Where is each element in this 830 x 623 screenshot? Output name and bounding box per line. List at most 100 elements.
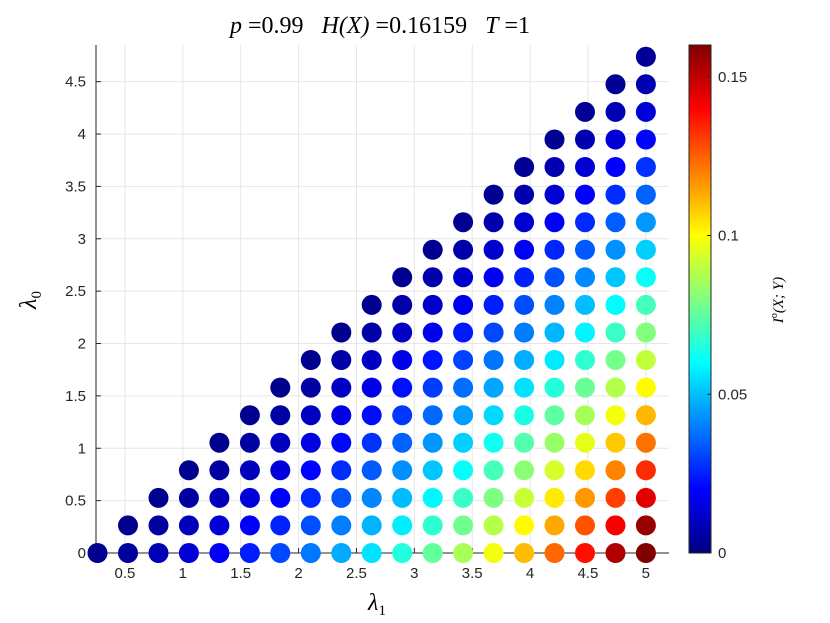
data-point xyxy=(544,405,565,426)
colorbar-label: Io(X; Y) xyxy=(769,277,787,324)
chart-title: p =0.99 H(X) =0.16159 T =1 xyxy=(228,13,530,39)
data-point xyxy=(331,377,352,398)
data-point xyxy=(422,487,443,508)
data-point xyxy=(270,487,291,508)
data-point xyxy=(239,543,260,563)
data-point xyxy=(118,515,138,536)
data-point xyxy=(361,377,382,398)
data-point xyxy=(300,405,321,426)
data-point xyxy=(422,432,443,453)
data-point xyxy=(544,460,565,481)
data-point xyxy=(300,350,321,370)
colorbar-tick-label: 0.15 xyxy=(718,69,747,86)
data-point xyxy=(331,543,352,563)
data-point xyxy=(605,377,626,398)
data-point xyxy=(635,184,656,205)
data-point xyxy=(483,239,504,260)
data-point xyxy=(239,405,260,426)
data-point xyxy=(514,212,535,233)
data-point xyxy=(270,405,291,426)
data-point xyxy=(422,460,443,481)
data-point xyxy=(361,460,382,481)
data-point xyxy=(209,460,230,481)
data-point xyxy=(514,377,535,398)
data-point xyxy=(605,487,626,508)
data-point xyxy=(270,543,291,563)
y-tick-label: 0.5 xyxy=(65,493,86,510)
data-point xyxy=(514,543,535,563)
data-point xyxy=(87,543,108,563)
data-point xyxy=(575,129,595,150)
data-point xyxy=(453,294,474,315)
data-point xyxy=(605,74,626,95)
data-point xyxy=(544,543,565,563)
y-axis-label: λ0 xyxy=(16,291,45,310)
data-point xyxy=(544,239,565,260)
data-point xyxy=(331,322,352,343)
data-point xyxy=(514,515,535,536)
x-tick-label: 3.5 xyxy=(462,565,483,582)
data-point xyxy=(483,432,504,453)
x-tick-label: 1 xyxy=(179,565,187,582)
data-point xyxy=(422,294,443,315)
data-point xyxy=(575,101,595,122)
data-point xyxy=(422,350,443,370)
data-point xyxy=(300,377,321,398)
y-tick-label: 3.5 xyxy=(65,178,86,195)
data-point xyxy=(453,515,474,536)
data-point xyxy=(605,239,626,260)
data-point xyxy=(453,350,474,370)
data-point xyxy=(575,487,595,508)
data-point xyxy=(575,239,595,260)
data-point xyxy=(514,487,535,508)
data-point xyxy=(392,432,413,453)
data-point xyxy=(178,487,199,508)
data-point xyxy=(635,487,656,508)
y-tick-label: 2.5 xyxy=(65,283,86,300)
data-point xyxy=(483,543,504,563)
data-point xyxy=(422,322,443,343)
data-point xyxy=(483,487,504,508)
data-point xyxy=(239,460,260,481)
data-point xyxy=(270,460,291,481)
data-point xyxy=(575,294,595,315)
data-point xyxy=(635,212,656,233)
data-point xyxy=(544,129,565,150)
x-tick-label: 1.5 xyxy=(230,565,251,582)
data-point xyxy=(483,322,504,343)
data-point xyxy=(605,129,626,150)
data-point xyxy=(483,460,504,481)
data-point xyxy=(635,239,656,260)
data-point xyxy=(544,377,565,398)
data-point xyxy=(331,405,352,426)
data-point xyxy=(575,460,595,481)
data-point xyxy=(605,432,626,453)
y-tick-label: 3 xyxy=(78,231,86,248)
data-point xyxy=(605,101,626,122)
data-point xyxy=(392,487,413,508)
data-point xyxy=(239,487,260,508)
data-point xyxy=(422,405,443,426)
data-point xyxy=(483,515,504,536)
data-point xyxy=(514,350,535,370)
data-point xyxy=(361,322,382,343)
data-point xyxy=(483,377,504,398)
data-point xyxy=(118,543,138,563)
data-point xyxy=(514,405,535,426)
colorbar-gradient xyxy=(688,44,712,554)
data-point xyxy=(300,460,321,481)
data-point xyxy=(605,184,626,205)
data-point xyxy=(270,432,291,453)
data-point xyxy=(514,267,535,288)
data-point xyxy=(148,515,169,536)
data-point xyxy=(453,432,474,453)
y-tick-label: 1.5 xyxy=(65,388,86,405)
data-point xyxy=(544,432,565,453)
data-point xyxy=(483,405,504,426)
data-point xyxy=(239,515,260,536)
data-point xyxy=(635,432,656,453)
y-tick-label: 4.5 xyxy=(65,74,86,91)
data-point xyxy=(270,515,291,536)
data-point xyxy=(635,405,656,426)
